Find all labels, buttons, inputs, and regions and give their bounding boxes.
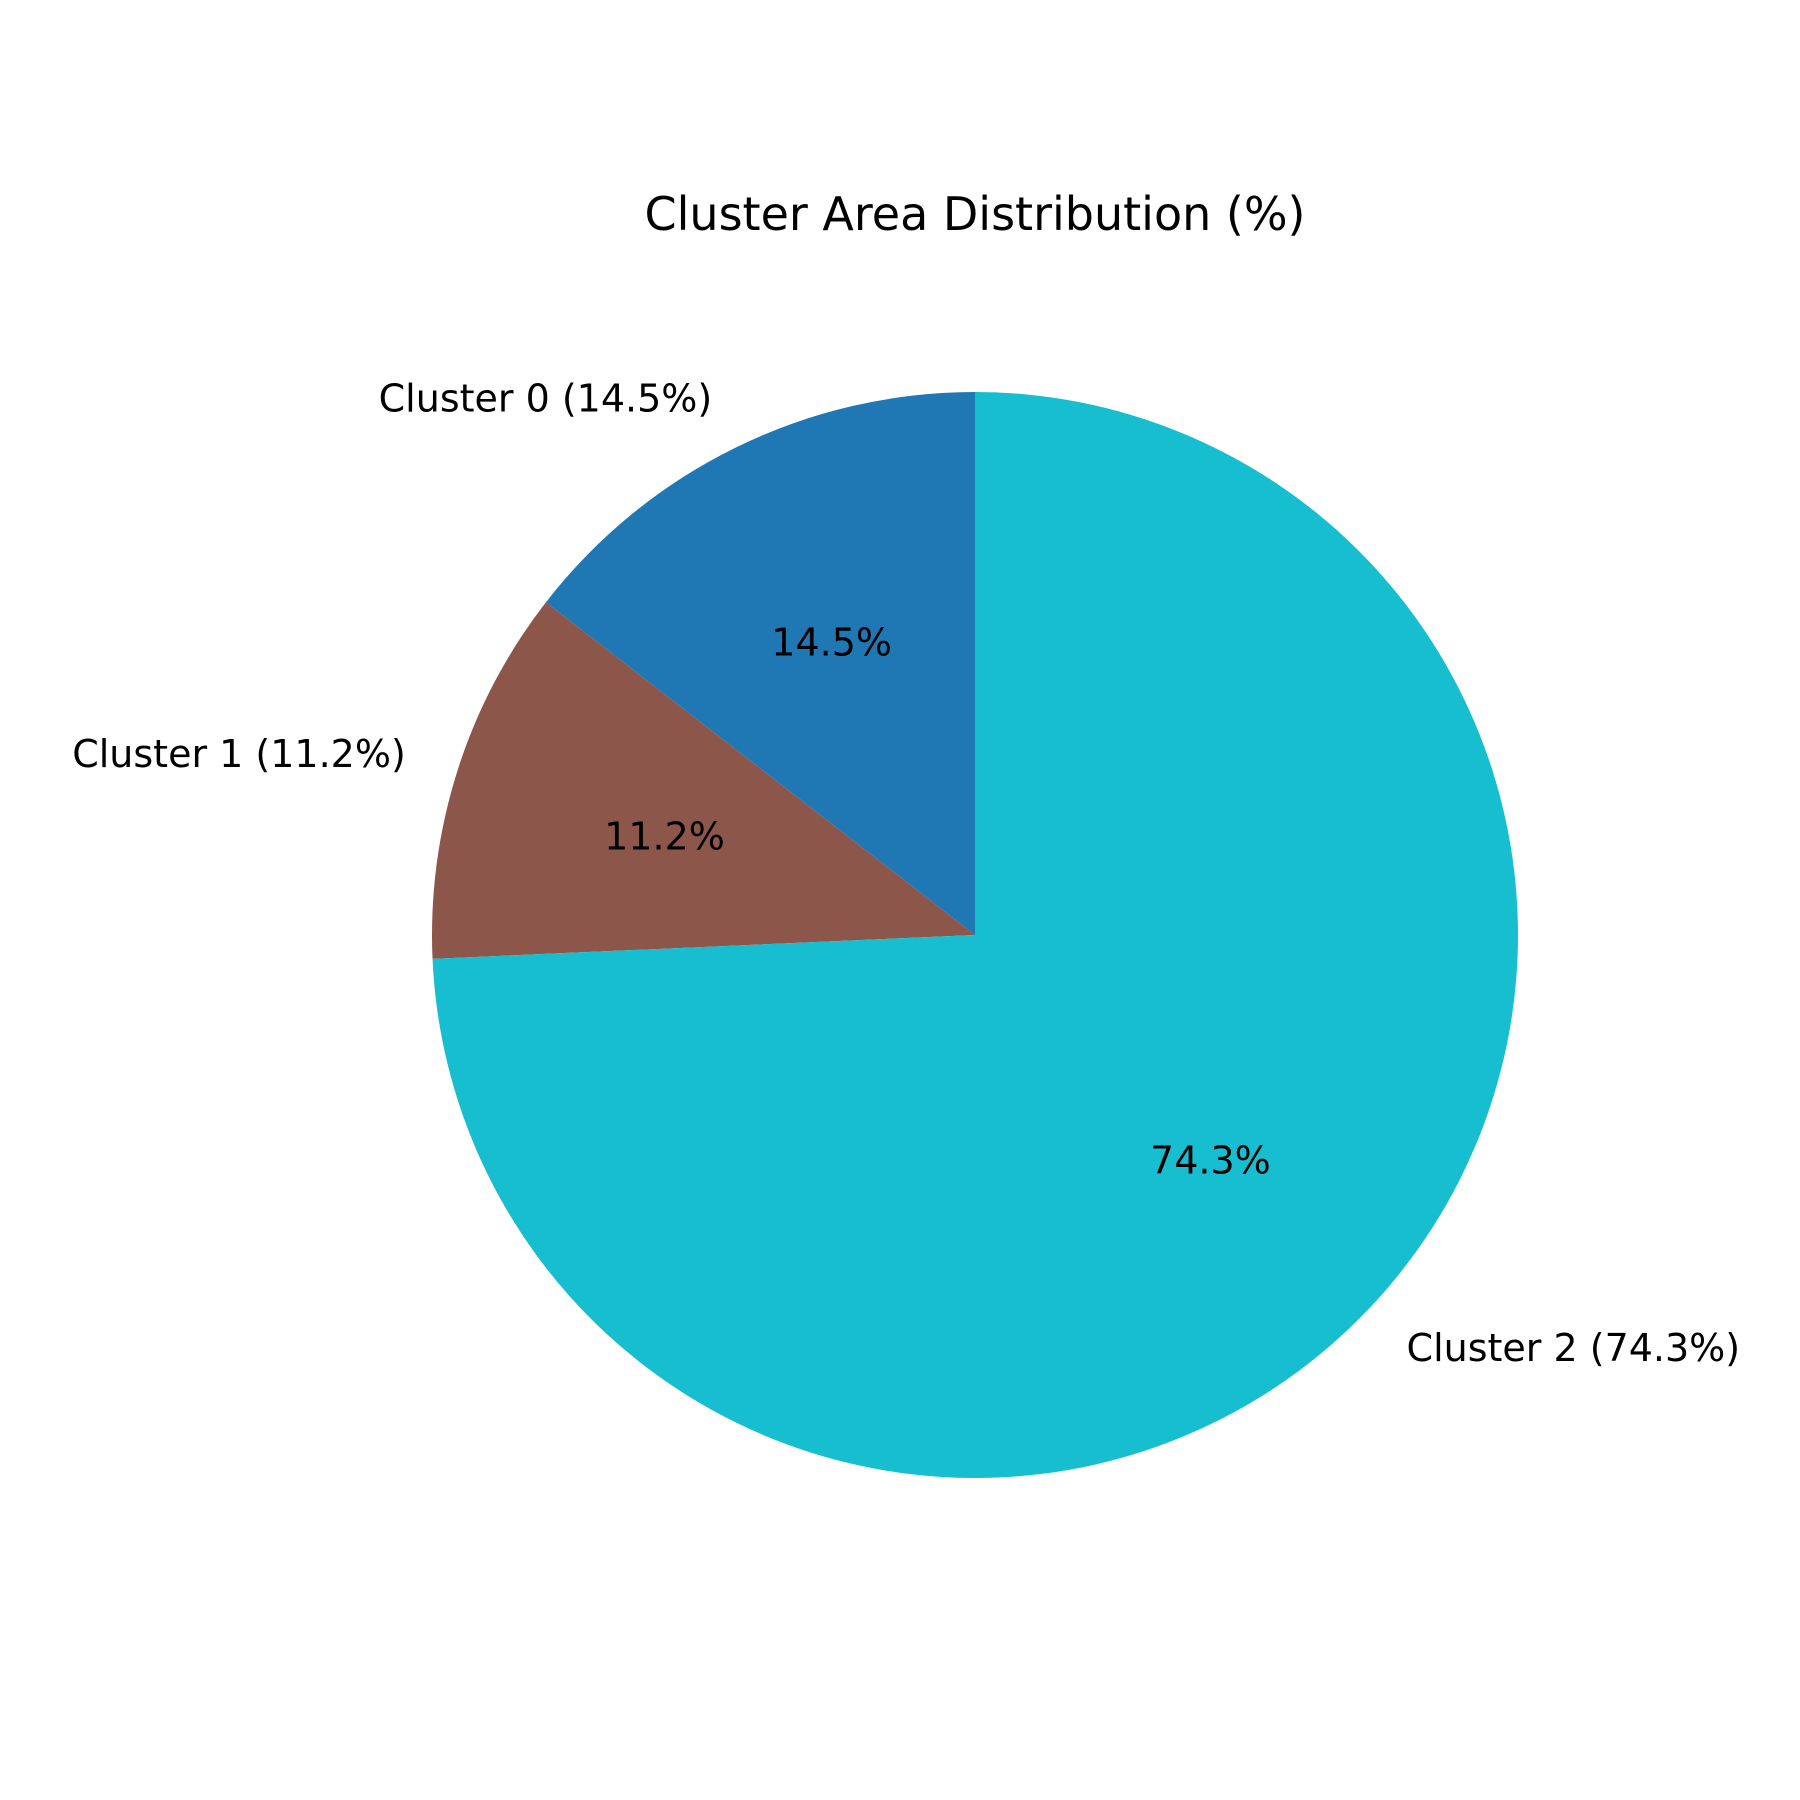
pie-slice-0 bbox=[545, 392, 975, 935]
chart-title: Cluster Area Distribution (%) bbox=[645, 187, 1306, 241]
pie-slice-1 bbox=[432, 602, 976, 959]
slice-percent-1: 11.2% bbox=[604, 814, 725, 858]
slice-labels: Cluster 0 (14.5%) Cluster 1 (11.2%) Cluste… bbox=[72, 377, 1740, 1370]
pie-slice-2 bbox=[432, 392, 1518, 1478]
slice-label-1: Cluster 1 (11.2%) bbox=[72, 732, 406, 776]
pie-slices bbox=[432, 392, 1518, 1478]
slice-label-0: Cluster 0 (14.5%) bbox=[379, 377, 713, 421]
percent-labels: 14.5% 11.2% 74.3% bbox=[604, 620, 1271, 1182]
slice-label-2: Cluster 2 (74.3%) bbox=[1407, 1326, 1741, 1370]
slice-percent-0: 14.5% bbox=[771, 620, 892, 664]
slice-percent-2: 74.3% bbox=[1150, 1138, 1271, 1182]
